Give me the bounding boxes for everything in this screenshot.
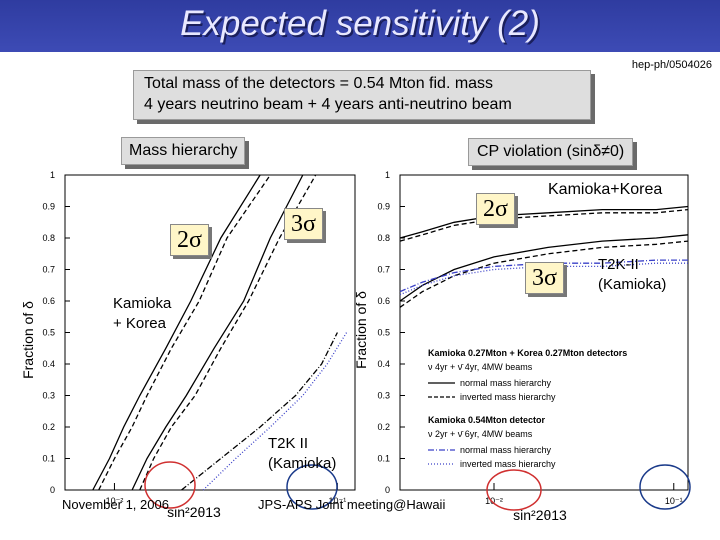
left-series-5 [202, 332, 348, 491]
info-line-1: Total mass of the detectors = 0.54 Mton … [144, 75, 494, 92]
right-blue-circle [639, 464, 691, 510]
right-series-2 [399, 234, 689, 302]
legend-group-1: Kamioka 0.27Mton + Korea 0.27Mton detect… [428, 348, 627, 358]
right-xtick-label: 10⁻² [485, 496, 503, 506]
right-ytick-label: 0.2 [377, 422, 390, 432]
left-ytick-label: 0.5 [42, 328, 55, 338]
legend-group-2: Kamioka 0.54Mton detector [428, 415, 546, 425]
mass-hierarchy-label: Mass hierarchy [121, 137, 246, 165]
left-series-4 [181, 332, 338, 491]
footer-meeting: JPS-APS Joint meeting@Hawaii [258, 497, 446, 512]
right-t2k-line: T2K-II [598, 256, 639, 273]
left-ytick-label: 0.3 [42, 391, 55, 401]
right-ytick-label: 0.1 [377, 454, 390, 464]
left-3sigma-label: 3σ [284, 208, 323, 240]
legend-group-1-beam: ν 4yr + ν̄ 4yr, 4MW beams [428, 362, 533, 372]
info-line-2: 4 years neutrino beam + 4 years anti-neu… [144, 96, 512, 113]
right-ytick-label: 0.7 [377, 265, 390, 275]
legend-inverted-2: inverted mass hierarchy [460, 459, 556, 469]
right-t2k-sub: (Kamioka) [598, 276, 667, 293]
info-box: Total mass of the detectors = 0.54 Mton … [133, 70, 591, 120]
legend-normal-2: normal mass hierarchy [460, 445, 552, 455]
left-kamioka-line: Kamioka [113, 295, 172, 312]
left-2sigma-label: 2σ [170, 224, 209, 256]
right-kamioka-korea-label: Kamioka+Korea [548, 181, 663, 198]
left-y-axis-label: Fraction of δ [20, 301, 36, 379]
footer-date: November 1, 2006 [62, 497, 169, 512]
title-bar [0, 0, 720, 52]
right-series-3 [399, 240, 689, 308]
left-t2k-label: T2K II (Kamioka) [268, 434, 336, 474]
left-ytick-label: 1 [50, 170, 55, 180]
right-ytick-label: 1 [385, 170, 390, 180]
left-ytick-label: 0.2 [42, 422, 55, 432]
left-ytick-label: 0.9 [42, 202, 55, 212]
right-ytick-label: 0.6 [377, 296, 390, 306]
right-red-circle [486, 469, 542, 511]
left-series-2 [131, 174, 304, 491]
right-3sigma-label: 3σ [525, 262, 564, 294]
right-x-axis-label: sin²2θ13 [513, 507, 567, 523]
right-series-4 [399, 259, 688, 293]
left-series-3 [139, 174, 317, 491]
right-series-0 [399, 205, 689, 239]
left-kamioka-korea-label: Kamioka + Korea [113, 294, 171, 334]
right-ytick-label: 0.8 [377, 233, 390, 243]
right-ytick-label: 0.3 [377, 391, 390, 401]
legend: Kamioka 0.27Mton + Korea 0.27Mton detect… [428, 348, 627, 469]
left-series-0 [92, 174, 261, 491]
right-series-1 [399, 208, 689, 242]
left-ytick-label: 0.1 [42, 454, 55, 464]
page-title: Expected sensitivity (2) [180, 4, 540, 43]
reference-label: hep-ph/0504026 [631, 59, 712, 71]
left-ytick-label: 0.4 [42, 359, 55, 369]
right-2sigma-label: 2σ [476, 193, 515, 225]
left-xtick-label: 10⁻¹ [328, 496, 346, 506]
left-red-circle [144, 461, 196, 509]
right-ytick-label: 0.9 [377, 202, 390, 212]
right-plot-frame [399, 174, 689, 491]
legend-group-2-beam: ν 2yr + ν̄ 6yr, 4MW beams [428, 429, 533, 439]
left-ytick-label: 0 [50, 485, 55, 495]
left-xtick-label: 10⁻² [106, 496, 124, 506]
legend-normal-1: normal mass hierarchy [460, 378, 552, 388]
right-t2k-label: T2K-II (Kamioka) [598, 255, 666, 295]
right-xtick-label: 10⁻¹ [665, 496, 683, 506]
right-ytick-label: 0 [385, 485, 390, 495]
left-t2k-line: T2K II [268, 435, 309, 452]
left-blue-circle [286, 464, 338, 510]
left-korea-line: + Korea [113, 315, 166, 332]
left-ytick-label: 0.8 [42, 233, 55, 243]
left-t2k-sub: (Kamioka) [268, 455, 337, 472]
left-ytick-label: 0.7 [42, 265, 55, 275]
left-series-1 [98, 174, 271, 491]
right-y-axis-label: Fraction of δ [353, 291, 369, 369]
legend-inverted-1: inverted mass hierarchy [460, 392, 556, 402]
right-ytick-label: 0.5 [377, 328, 390, 338]
left-x-axis-label: sin²2θ13 [167, 504, 221, 520]
right-ytick-label: 0.4 [377, 359, 390, 369]
cp-violation-label: CP violation (sinδ≠0) [468, 138, 634, 166]
left-ytick-label: 0.6 [42, 296, 55, 306]
